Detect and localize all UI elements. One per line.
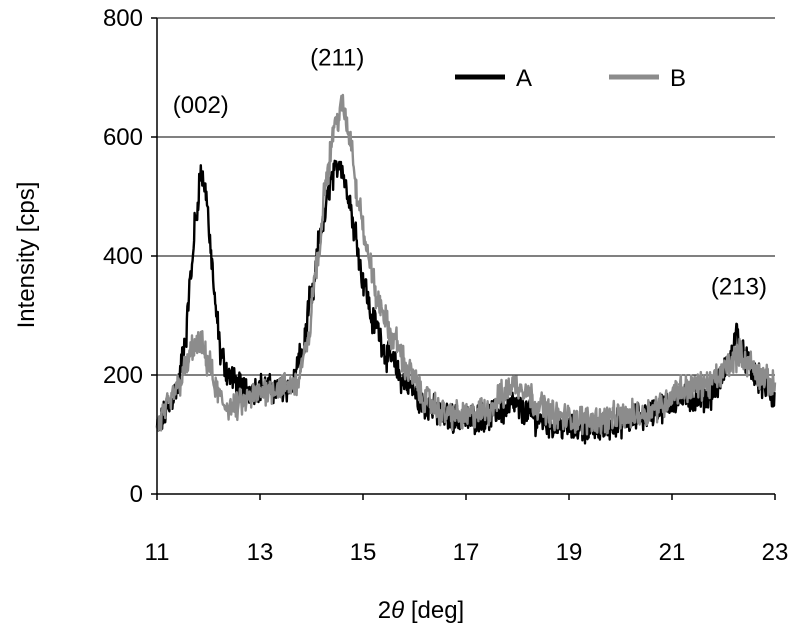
y-tick-label-800: 800 bbox=[103, 5, 143, 32]
x-tick-label-19: 19 bbox=[556, 539, 583, 566]
x-axis-title-symbol: θ bbox=[391, 597, 404, 624]
series-line-b bbox=[155, 93, 777, 436]
annotation-1: (211) bbox=[310, 45, 364, 72]
y-tick-label-400: 400 bbox=[103, 243, 143, 270]
x-tick-label-17: 17 bbox=[453, 539, 480, 566]
legend-label-b: B bbox=[670, 65, 686, 92]
y-tick-label-600: 600 bbox=[103, 124, 143, 151]
legend-label-a: A bbox=[516, 65, 532, 92]
x-tick-label-13: 13 bbox=[247, 539, 274, 566]
annotation-0: (002) bbox=[173, 92, 229, 119]
x-tick-label-23: 23 bbox=[762, 539, 789, 566]
y-axis-title: Intensity [cps] bbox=[13, 182, 40, 329]
tick-labels: 0 200 400 600 800 11 13 15 17 19 21 23 bbox=[103, 5, 788, 566]
x-tick-label-11: 11 bbox=[145, 539, 170, 566]
x-axis-title-suffix: [deg] bbox=[404, 597, 464, 624]
peak-annotations: (002) (211) (213) bbox=[173, 45, 767, 301]
x-tick-label-15: 15 bbox=[350, 539, 377, 566]
axis-ticks bbox=[151, 17, 776, 500]
series-layer bbox=[155, 93, 777, 445]
y-tick-label-0: 0 bbox=[130, 481, 143, 508]
legend: A B bbox=[455, 65, 686, 92]
x-axis-title: 2θ [deg] bbox=[378, 597, 464, 624]
annotation-2: (213) bbox=[711, 274, 767, 301]
x-tick-label-21: 21 bbox=[659, 539, 686, 566]
y-tick-label-200: 200 bbox=[103, 362, 143, 389]
x-axis-title-prefix: 2 bbox=[378, 597, 391, 624]
gridlines bbox=[157, 17, 775, 376]
